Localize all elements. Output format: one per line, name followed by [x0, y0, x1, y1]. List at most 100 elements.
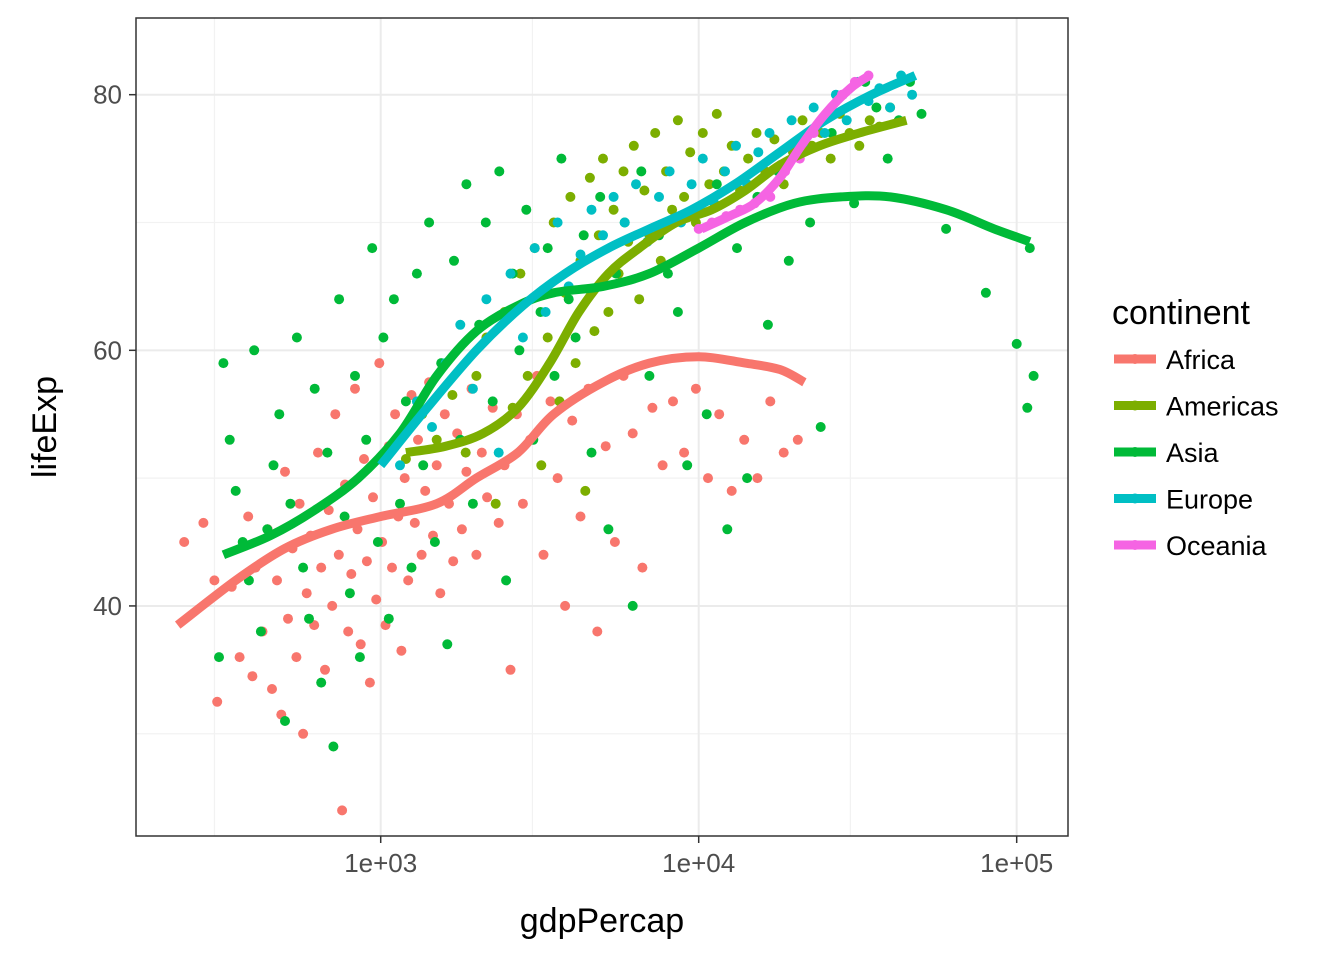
data-point-asia: [701, 409, 712, 420]
data-point-americas: [704, 179, 715, 190]
data-point-africa: [752, 473, 763, 484]
legend-point-europe: [1130, 493, 1140, 504]
data-point-africa: [291, 652, 302, 663]
data-point-africa: [435, 588, 446, 599]
data-point-africa: [390, 409, 401, 420]
data-point-africa: [703, 473, 713, 484]
data-point-asia: [328, 741, 339, 752]
data-point-africa: [327, 600, 338, 611]
data-point-africa: [313, 447, 323, 458]
data-point-europe: [654, 191, 664, 202]
legend-items: Africa Americas Asia Europe Oceania: [1112, 338, 1279, 566]
data-point-europe: [505, 268, 516, 279]
data-point-americas: [603, 307, 614, 317]
legend-point-africa: [1130, 354, 1140, 364]
x-axis-title: gdpPercap: [520, 902, 684, 940]
data-point-europe: [697, 153, 708, 164]
data-point-africa: [368, 492, 378, 503]
data-point-americas: [522, 370, 533, 381]
legend-label-oceania: Oceania: [1166, 531, 1268, 561]
data-point-americas: [634, 294, 645, 305]
data-point-asia: [280, 716, 290, 726]
data-point-africa: [476, 447, 487, 458]
x-tick-label: 1e+03: [344, 848, 417, 878]
data-point-africa: [448, 556, 459, 567]
legend-point-asia: [1130, 447, 1140, 457]
data-point-africa: [267, 684, 277, 694]
data-point-asia: [309, 383, 320, 394]
data-point-africa: [792, 434, 803, 445]
data-point-africa: [374, 358, 385, 369]
data-point-africa: [647, 402, 658, 413]
data-point-asia: [1022, 402, 1033, 413]
smooth-line-africa: [174, 352, 807, 629]
legend-label-europe: Europe: [1166, 485, 1253, 515]
data-point-asia: [298, 562, 309, 573]
data-point-africa: [739, 434, 750, 445]
data-point-africa: [765, 396, 776, 407]
data-point-africa: [668, 396, 678, 407]
data-point-asia: [334, 294, 345, 305]
data-point-asia: [268, 460, 279, 471]
data-point-asia: [1011, 338, 1022, 349]
data-point-asia: [467, 498, 478, 509]
data-point-europe: [467, 383, 478, 394]
data-point-asia: [285, 498, 296, 509]
data-point-americas: [618, 166, 629, 177]
data-point-africa: [371, 594, 382, 605]
data-point-africa: [283, 613, 293, 624]
data-point-africa: [456, 524, 467, 535]
data-point-asia: [411, 268, 422, 279]
data-point-asia: [636, 166, 647, 177]
y-tick-label: 80: [93, 80, 122, 110]
data-point-asia: [344, 588, 355, 599]
data-point-europe: [529, 243, 540, 254]
data-point-asia: [214, 652, 224, 663]
data-point-asia: [361, 434, 372, 445]
data-point-africa: [316, 562, 327, 573]
data-point-africa: [517, 498, 528, 509]
data-point-asia: [722, 524, 733, 535]
data-point-asia: [218, 358, 229, 369]
smooth-line-americas: [405, 115, 908, 458]
data-point-africa: [234, 652, 245, 663]
data-point-europe: [493, 447, 504, 458]
data-point-africa: [337, 805, 348, 816]
data-point-africa: [461, 466, 472, 477]
data-point-africa: [247, 671, 258, 682]
data-point-africa: [679, 447, 690, 458]
plot-panel: [136, 18, 1068, 836]
data-point-asia: [354, 652, 365, 663]
data-point-americas: [580, 485, 591, 496]
data-point-africa: [403, 575, 414, 586]
data-point-asia: [255, 626, 266, 637]
data-point-asia: [1028, 370, 1039, 381]
data-point-europe: [395, 460, 405, 471]
data-point-europe: [455, 319, 466, 330]
data-point-asia: [742, 473, 753, 484]
data-point-asia: [418, 460, 429, 471]
data-point-asia: [395, 498, 405, 509]
data-point-asia: [291, 332, 302, 343]
data-point-africa: [439, 409, 450, 420]
data-point-africa: [560, 600, 571, 611]
data-point-asia: [882, 153, 893, 164]
data-point-asia: [304, 613, 314, 624]
data-point-africa: [320, 664, 330, 675]
y-axis: 40 60 80: [93, 80, 136, 621]
data-point-asia: [322, 447, 333, 458]
data-point-americas: [650, 128, 661, 138]
x-tick-label: 1e+04: [662, 848, 735, 878]
data-point-africa: [355, 639, 366, 650]
data-point-asia: [595, 191, 606, 202]
smooth-line-oceania: [699, 71, 873, 234]
data-point-asia: [644, 370, 655, 381]
data-point-africa: [396, 645, 407, 656]
data-point-europe: [586, 204, 597, 215]
data-point-africa: [272, 575, 282, 586]
data-point-americas: [685, 147, 696, 158]
y-axis-title: lifeExp: [26, 376, 64, 478]
data-point-africa: [333, 549, 344, 560]
legend: continent Africa Americas Asia Europe Oceani…: [1112, 294, 1279, 566]
data-point-asia: [732, 243, 742, 254]
